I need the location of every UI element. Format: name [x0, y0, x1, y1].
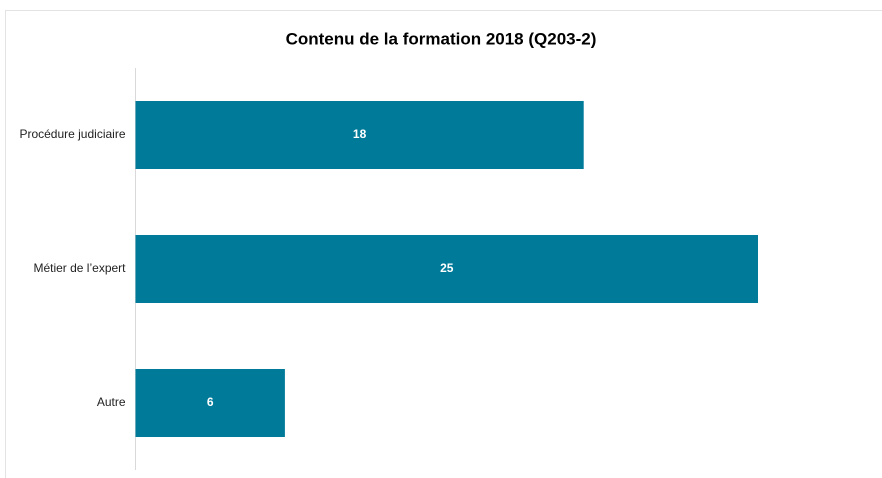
bar	[135, 235, 758, 303]
chart-frame	[5, 10, 882, 478]
chart-title: Contenu de la formation 2018 (Q203-2)	[286, 29, 597, 48]
data-label: 18	[353, 127, 367, 141]
y-tick-label: Métier de l’expert	[33, 261, 126, 275]
bar	[135, 369, 285, 437]
data-label: 25	[440, 261, 454, 275]
bar	[135, 101, 584, 169]
y-tick-label: Procédure judiciaire	[19, 127, 125, 141]
y-tick-label: Autre	[97, 395, 126, 409]
data-label: 6	[207, 395, 214, 409]
